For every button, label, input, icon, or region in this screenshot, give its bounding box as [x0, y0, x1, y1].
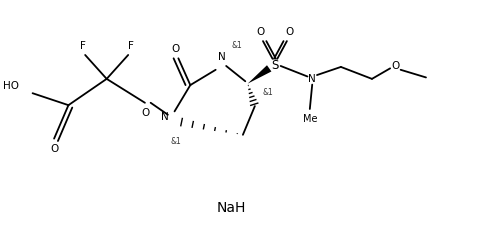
Text: N: N — [308, 74, 315, 84]
Text: O: O — [50, 144, 58, 154]
Text: O: O — [285, 27, 293, 37]
Text: O: O — [391, 61, 399, 71]
Text: F: F — [127, 41, 133, 51]
Text: &1: &1 — [231, 41, 241, 50]
Text: S: S — [271, 59, 278, 71]
Text: O: O — [171, 44, 180, 54]
Text: NaH: NaH — [216, 201, 245, 215]
Text: O: O — [256, 27, 264, 37]
Text: N: N — [217, 52, 225, 62]
Text: O: O — [142, 108, 150, 118]
Text: &1: &1 — [262, 88, 273, 97]
Text: Me: Me — [302, 114, 316, 125]
Text: F: F — [80, 41, 85, 51]
Polygon shape — [247, 65, 271, 84]
Text: HO: HO — [3, 81, 19, 91]
Text: N: N — [161, 112, 168, 122]
Text: &1: &1 — [170, 137, 181, 147]
